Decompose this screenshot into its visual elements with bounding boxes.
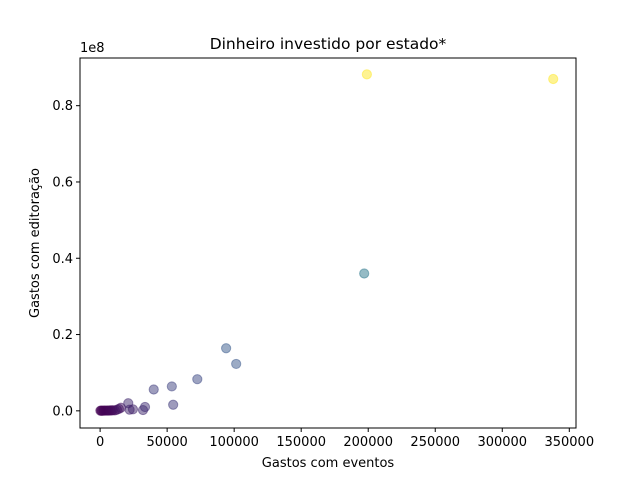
- data-point-26: [359, 268, 370, 279]
- plot-frame: [79, 57, 577, 429]
- x-tick-label: 250000: [410, 435, 460, 450]
- points-layer: [95, 69, 559, 416]
- x-axis-ticks: 0 50000 100000 150000 200000 250000 300000 3500…: [96, 428, 594, 450]
- x-tick-label: 50000: [146, 435, 187, 450]
- y-tick-label: 0.4: [52, 252, 73, 267]
- y-axis-label: Gastos com editoração: [28, 168, 43, 318]
- y-tick-label: 0.6: [52, 175, 73, 190]
- x-tick-label: 200000: [343, 435, 393, 450]
- data-point-19: [139, 401, 151, 413]
- x-tick-label: 350000: [544, 435, 594, 450]
- data-point-22: [168, 399, 179, 410]
- chart-title: Dinheiro investido por estado*: [210, 35, 447, 53]
- x-axis-label: Gastos com eventos: [262, 456, 395, 471]
- data-point-21: [166, 381, 177, 392]
- data-point-27: [361, 69, 372, 80]
- x-tick-label: 100000: [209, 435, 259, 450]
- data-point-17: [127, 404, 139, 415]
- x-tick-label: 300000: [477, 435, 527, 450]
- y-tick-label: 0.8: [52, 99, 73, 114]
- y-axis-ticks: 0.0 0.2 0.4 0.6 0.8: [52, 99, 80, 419]
- x-tick-label: 150000: [276, 435, 326, 450]
- y-axis-scale-label: 1e8: [80, 41, 105, 56]
- y-tick-label: 0.2: [52, 328, 73, 343]
- data-point-25: [231, 358, 242, 370]
- data-point-28: [548, 73, 559, 85]
- data-point-24: [221, 343, 232, 354]
- data-point-20: [148, 384, 159, 395]
- data-point-23: [192, 374, 203, 385]
- y-tick-label: 0.0: [52, 404, 73, 419]
- x-tick-label: 0: [96, 435, 104, 450]
